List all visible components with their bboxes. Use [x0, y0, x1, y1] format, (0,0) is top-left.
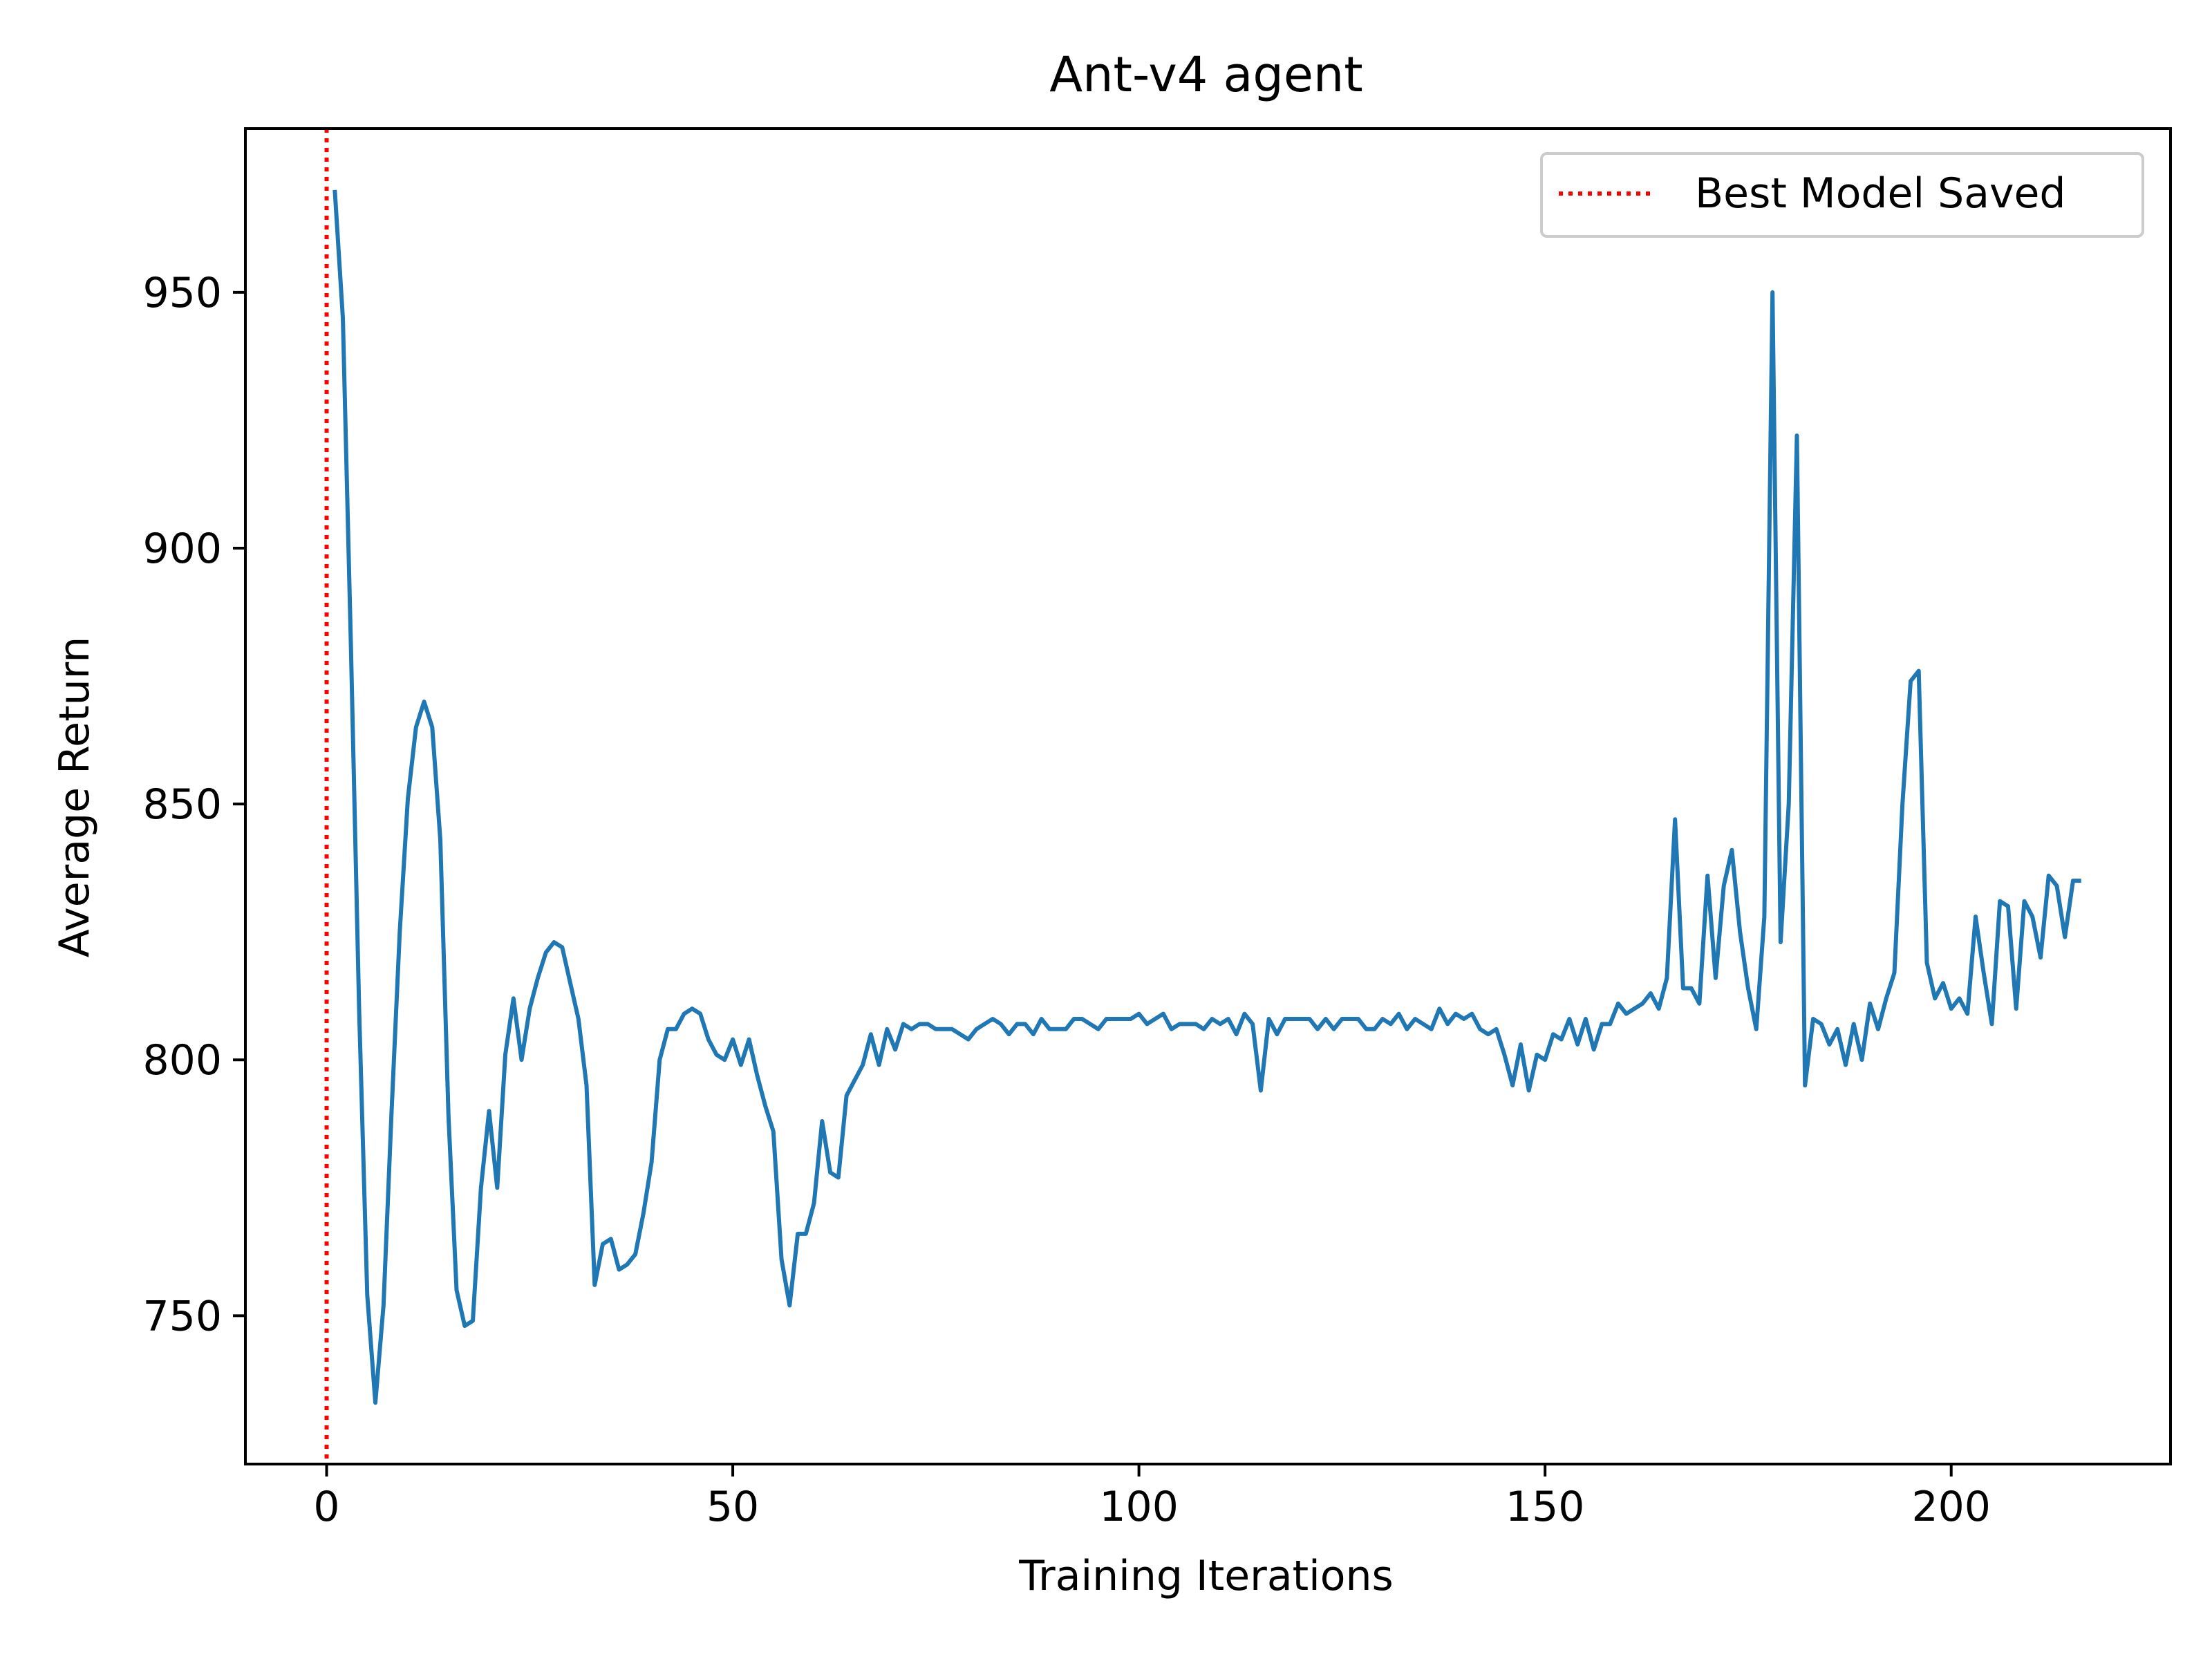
series-line-0: [332, 189, 2081, 1405]
axes-frame: [244, 127, 2172, 1465]
y-tick-label: 800: [142, 1036, 222, 1085]
x-axis-label: Training Iterations: [1018, 1552, 1394, 1600]
x-tick-label: 0: [313, 1483, 339, 1531]
x-tick-label: 100: [1099, 1483, 1179, 1531]
plot-area: 0 50 100 150 200 750 800 850 900 950: [142, 127, 2172, 1531]
y-tick-label: 950: [142, 269, 222, 317]
y-axis-label: Average Return: [50, 637, 99, 958]
y-tick-label: 900: [142, 525, 222, 573]
chart-title: Ant-v4 agent: [1049, 46, 1363, 103]
x-tick-label: 200: [1911, 1483, 1991, 1531]
x-tick-label: 150: [1506, 1483, 1585, 1531]
x-tick-label: 50: [706, 1483, 759, 1531]
legend-label-best-model: Best Model Saved: [1695, 169, 2066, 218]
y-tick-label: 850: [142, 780, 222, 829]
y-tick-label: 750: [142, 1292, 222, 1340]
legend-box: [1540, 152, 2144, 238]
legend: Best Model Saved: [1540, 152, 2144, 238]
